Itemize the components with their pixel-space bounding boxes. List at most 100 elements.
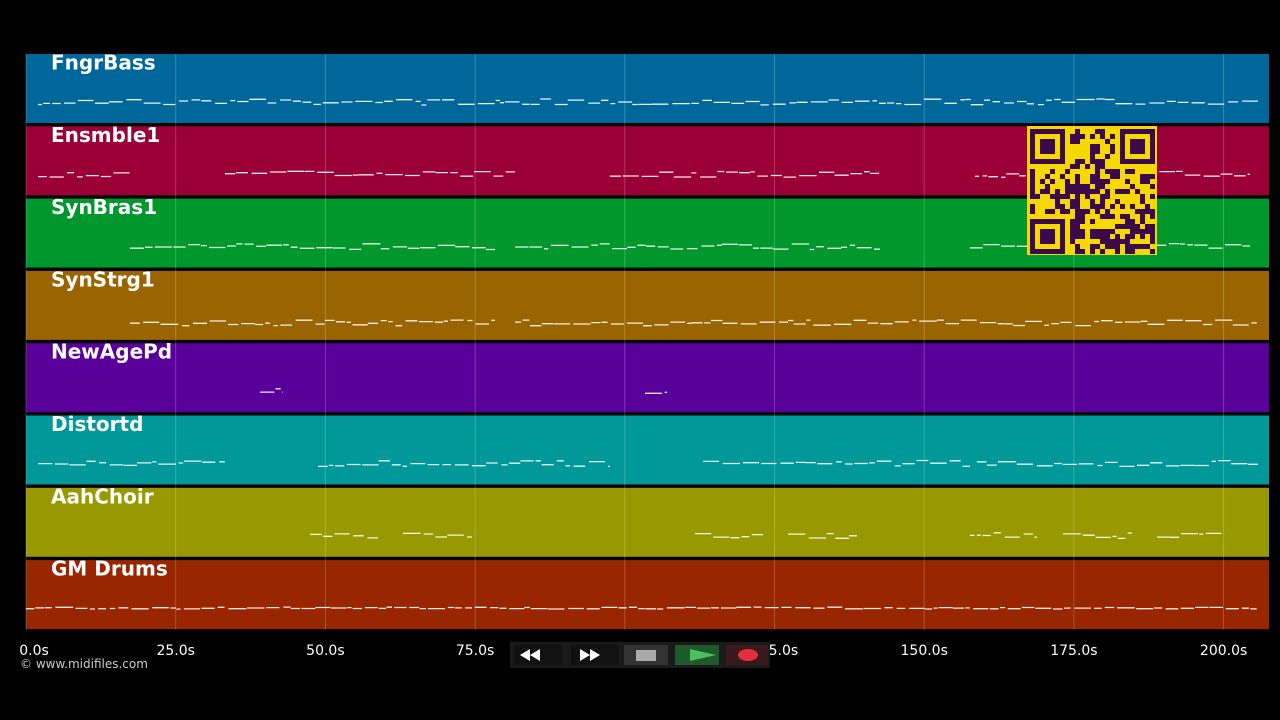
qr-cell [1030,189,1035,194]
qr-cell [1060,194,1065,199]
qr-cell [1095,209,1100,214]
forward-icon [580,649,600,661]
qr-cell [1105,214,1110,219]
qr-cell [1100,164,1105,169]
tick-label: 75.0s [456,643,494,659]
qr-cell [1070,199,1075,204]
qr-cell [1125,189,1130,194]
qr-cell [1130,229,1135,234]
qr-cell [1040,189,1045,194]
note-trace [515,319,1257,327]
qr-cell [1120,204,1125,209]
qr-cell [1105,209,1110,214]
qr-cell [1150,229,1155,234]
qr-cell [1145,179,1150,184]
note-trace [38,98,1258,106]
note-trace [225,170,515,177]
qr-cell [1090,199,1095,204]
qr-cell [1085,184,1090,189]
note-trace [38,460,225,467]
qr-cell [1095,144,1100,149]
qr-cell [1085,194,1090,199]
note-trace [788,532,857,539]
qr-cell [1095,234,1100,239]
qr-finder [1130,139,1145,154]
qr-cell [1080,234,1085,239]
qr-cell [1090,154,1095,159]
qr-cell [1150,239,1155,244]
qr-cell [1075,214,1080,219]
tick-label: 200.0s [1200,643,1247,659]
note-trace [260,388,283,393]
qr-cell [1085,189,1090,194]
track-name: NewAgePd [51,340,172,364]
qr-cell [1110,144,1115,149]
qr-cell [1120,224,1125,229]
qr-cell [1080,209,1085,214]
note-trace [645,391,667,394]
qr-cell [1100,239,1105,244]
qr-cell [1130,204,1135,209]
qr-cell [1090,189,1095,194]
qr-cell [1075,234,1080,239]
qr-cell [1140,179,1145,184]
qr-code [1027,126,1157,255]
track-name: AahChoir [51,484,154,508]
track-name: SynStrg1 [51,267,155,291]
qr-cell [1135,224,1140,229]
qr-cell [1130,224,1135,229]
transport-controls [510,642,770,668]
qr-cell [1070,239,1075,244]
qr-cell [1100,184,1105,189]
tick-label: 25.0s [156,643,194,659]
note-trace [403,532,472,538]
qr-cell [1085,209,1090,214]
qr-cell [1095,129,1100,134]
qr-cell [1080,214,1085,219]
qr-cell [1140,174,1145,179]
qr-cell [1125,219,1130,224]
qr-cell [1030,194,1035,199]
track-labels: FngrBass Ensmble1 SynBras1 SynStrg1 NewAgePd… [51,51,172,581]
qr-cell [1065,194,1070,199]
qr-cell [1070,134,1075,139]
qr-cell [1150,209,1155,214]
qr-cell [1095,179,1100,184]
qr-cell [1145,209,1150,214]
qr-cell [1095,149,1100,154]
copyright: © www.midifiles.com [20,657,148,671]
track-name: FngrBass [51,51,156,75]
qr-cell [1110,134,1115,139]
qr-cell [1080,189,1085,194]
track-band [26,560,1269,630]
qr-cell [1070,229,1075,234]
qr-cell [1075,179,1080,184]
qr-cell [1105,189,1110,194]
qr-cell [1140,219,1145,224]
tick-label: 0.0s [19,643,49,659]
track-name: Distortd [51,412,143,436]
note-trace [310,533,378,539]
qr-cell [1100,234,1105,239]
track-band [26,487,1269,557]
qr-cell [1045,209,1050,214]
qr-cell [1040,179,1045,184]
qr-cell [1080,229,1085,234]
qr-cell [1095,184,1100,189]
qr-cell [1075,199,1080,204]
track-band [26,343,1269,413]
qr-cell [1070,139,1075,144]
qr-cell [1145,174,1150,179]
qr-cell [1100,204,1105,209]
qr-cell [1035,194,1040,199]
qr-cell [1125,234,1130,239]
qr-cell [1110,174,1115,179]
qr-cell [1075,139,1080,144]
track-name: Ensmble1 [51,123,160,147]
qr-cell [1140,194,1145,199]
tick-label: 150.0s [901,643,948,659]
tick-label: 50.0s [306,643,344,659]
qr-cell [1140,234,1145,239]
qr-cell [1030,204,1035,209]
